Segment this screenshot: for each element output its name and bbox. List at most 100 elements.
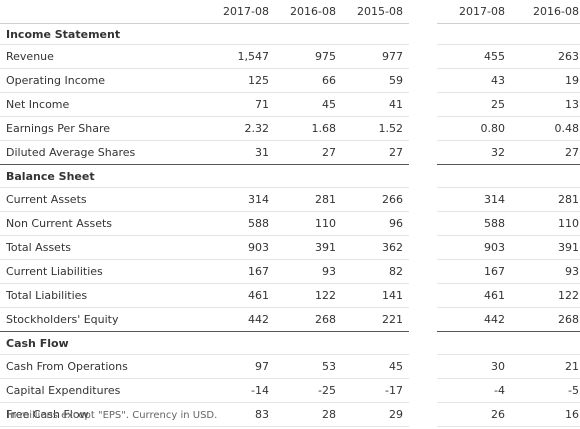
value-cell: 21 <box>511 354 580 379</box>
section-filler-cell <box>409 24 437 45</box>
column-gap <box>409 308 437 332</box>
section-title: Income Statement <box>0 23 208 45</box>
value-cell: 975 <box>275 44 342 69</box>
value-cell: 110 <box>275 211 342 236</box>
row-label: Current Assets <box>0 187 208 212</box>
column-gap <box>409 188 437 212</box>
value-cell: 27 <box>342 140 409 165</box>
value-cell: 93 <box>275 259 342 284</box>
section-filler-cell <box>511 23 580 45</box>
column-gap <box>409 0 437 24</box>
value-cell: 281 <box>275 187 342 212</box>
section-filler-cell <box>342 164 409 188</box>
value-cell: 1.52 <box>342 116 409 141</box>
value-cell: 53 <box>275 354 342 379</box>
value-cell: 1,547 <box>208 44 275 69</box>
value-cell: 29 <box>342 402 409 427</box>
value-cell: 71 <box>208 92 275 117</box>
table-header: 2017-08 2016-08 2015-08 2017-08 2016-08 <box>0 0 580 24</box>
column-header: 2017-08 <box>208 0 275 24</box>
section-filler-cell <box>409 332 437 355</box>
row-label: Total Assets <box>0 235 208 260</box>
value-cell: 2.32 <box>208 116 275 141</box>
value-cell: 281 <box>511 187 580 212</box>
value-cell: -14 <box>208 378 275 403</box>
column-gap <box>409 45 437 69</box>
value-cell: 28 <box>275 402 342 427</box>
table-row: Cash From Operations 97 53 45 30 21 <box>0 354 580 379</box>
section-filler-cell <box>342 331 409 355</box>
column-gap <box>409 69 437 93</box>
value-cell: 588 <box>208 211 275 236</box>
value-cell: -25 <box>275 378 342 403</box>
column-gap <box>409 236 437 260</box>
section-header-row: Cash Flow <box>0 331 580 355</box>
section-filler-cell <box>275 331 342 355</box>
value-cell: 461 <box>208 283 275 308</box>
table-row: Stockholders' Equity 442 268 221 442 268 <box>0 307 580 332</box>
column-gap <box>409 403 437 427</box>
value-cell: 221 <box>342 307 409 332</box>
value-cell: 391 <box>275 235 342 260</box>
row-label: Total Liabilities <box>0 283 208 308</box>
table-row: Free Cash Flow 83 28 29 26 16 <box>0 402 580 427</box>
section-header-row: Balance Sheet <box>0 164 580 188</box>
row-label: Capital Expenditures <box>0 378 208 403</box>
value-cell: 455 <box>437 44 511 69</box>
value-cell: 13 <box>511 92 580 117</box>
value-cell: 32 <box>437 140 511 165</box>
value-cell: 391 <box>511 235 580 260</box>
value-cell: 97 <box>208 354 275 379</box>
value-cell: -5 <box>511 378 580 403</box>
column-gap <box>409 93 437 117</box>
table-row: Diluted Average Shares 31 27 27 32 27 <box>0 140 580 165</box>
value-cell: 977 <box>342 44 409 69</box>
value-cell: 268 <box>275 307 342 332</box>
section-filler-cell <box>275 164 342 188</box>
value-cell: 26 <box>437 402 511 427</box>
value-cell: 167 <box>437 259 511 284</box>
value-cell: 0.80 <box>437 116 511 141</box>
section-header-row: Income Statement <box>0 23 580 45</box>
value-cell: 93 <box>511 259 580 284</box>
value-cell: 362 <box>342 235 409 260</box>
value-cell: 122 <box>511 283 580 308</box>
value-cell: 110 <box>511 211 580 236</box>
value-cell: 588 <box>437 211 511 236</box>
section-filler-cell <box>342 23 409 45</box>
value-cell: 314 <box>437 187 511 212</box>
column-header: 2016-08 <box>511 0 580 24</box>
value-cell: 82 <box>342 259 409 284</box>
value-cell: 461 <box>437 283 511 308</box>
column-header: 2017-08 <box>437 0 511 24</box>
table-body: Income Statement Revenue 1,547 975 977 455 263… <box>0 23 580 427</box>
row-label: Current Liabilities <box>0 259 208 284</box>
value-cell: 903 <box>208 235 275 260</box>
section-filler-cell <box>208 23 275 45</box>
table-row: Capital Expenditures -14 -25 -17 -4 -5 <box>0 378 580 403</box>
value-cell: 167 <box>208 259 275 284</box>
table-row: Non Current Assets 588 110 96 588 110 <box>0 211 580 236</box>
section-title: Balance Sheet <box>0 164 208 188</box>
value-cell: 125 <box>208 68 275 93</box>
table-row: Current Liabilities 167 93 82 167 93 <box>0 259 580 284</box>
section-filler-cell <box>437 23 511 45</box>
row-label: Net Income <box>0 92 208 117</box>
value-cell: 266 <box>342 187 409 212</box>
value-cell: 19 <box>511 68 580 93</box>
column-header: 2015-08 <box>342 0 409 24</box>
table-row: Total Liabilities 461 122 141 461 122 <box>0 283 580 308</box>
value-cell: 41 <box>342 92 409 117</box>
value-cell: 0.48 <box>511 116 580 141</box>
value-cell: 263 <box>511 44 580 69</box>
value-cell: 27 <box>275 140 342 165</box>
row-label: Revenue <box>0 44 208 69</box>
table-row: Current Assets 314 281 266 314 281 <box>0 187 580 212</box>
value-cell: 31 <box>208 140 275 165</box>
value-cell: 59 <box>342 68 409 93</box>
row-label: Earnings Per Share <box>0 116 208 141</box>
column-gap <box>409 117 437 141</box>
value-cell: 27 <box>511 140 580 165</box>
value-cell: 903 <box>437 235 511 260</box>
section-filler-cell <box>208 331 275 355</box>
